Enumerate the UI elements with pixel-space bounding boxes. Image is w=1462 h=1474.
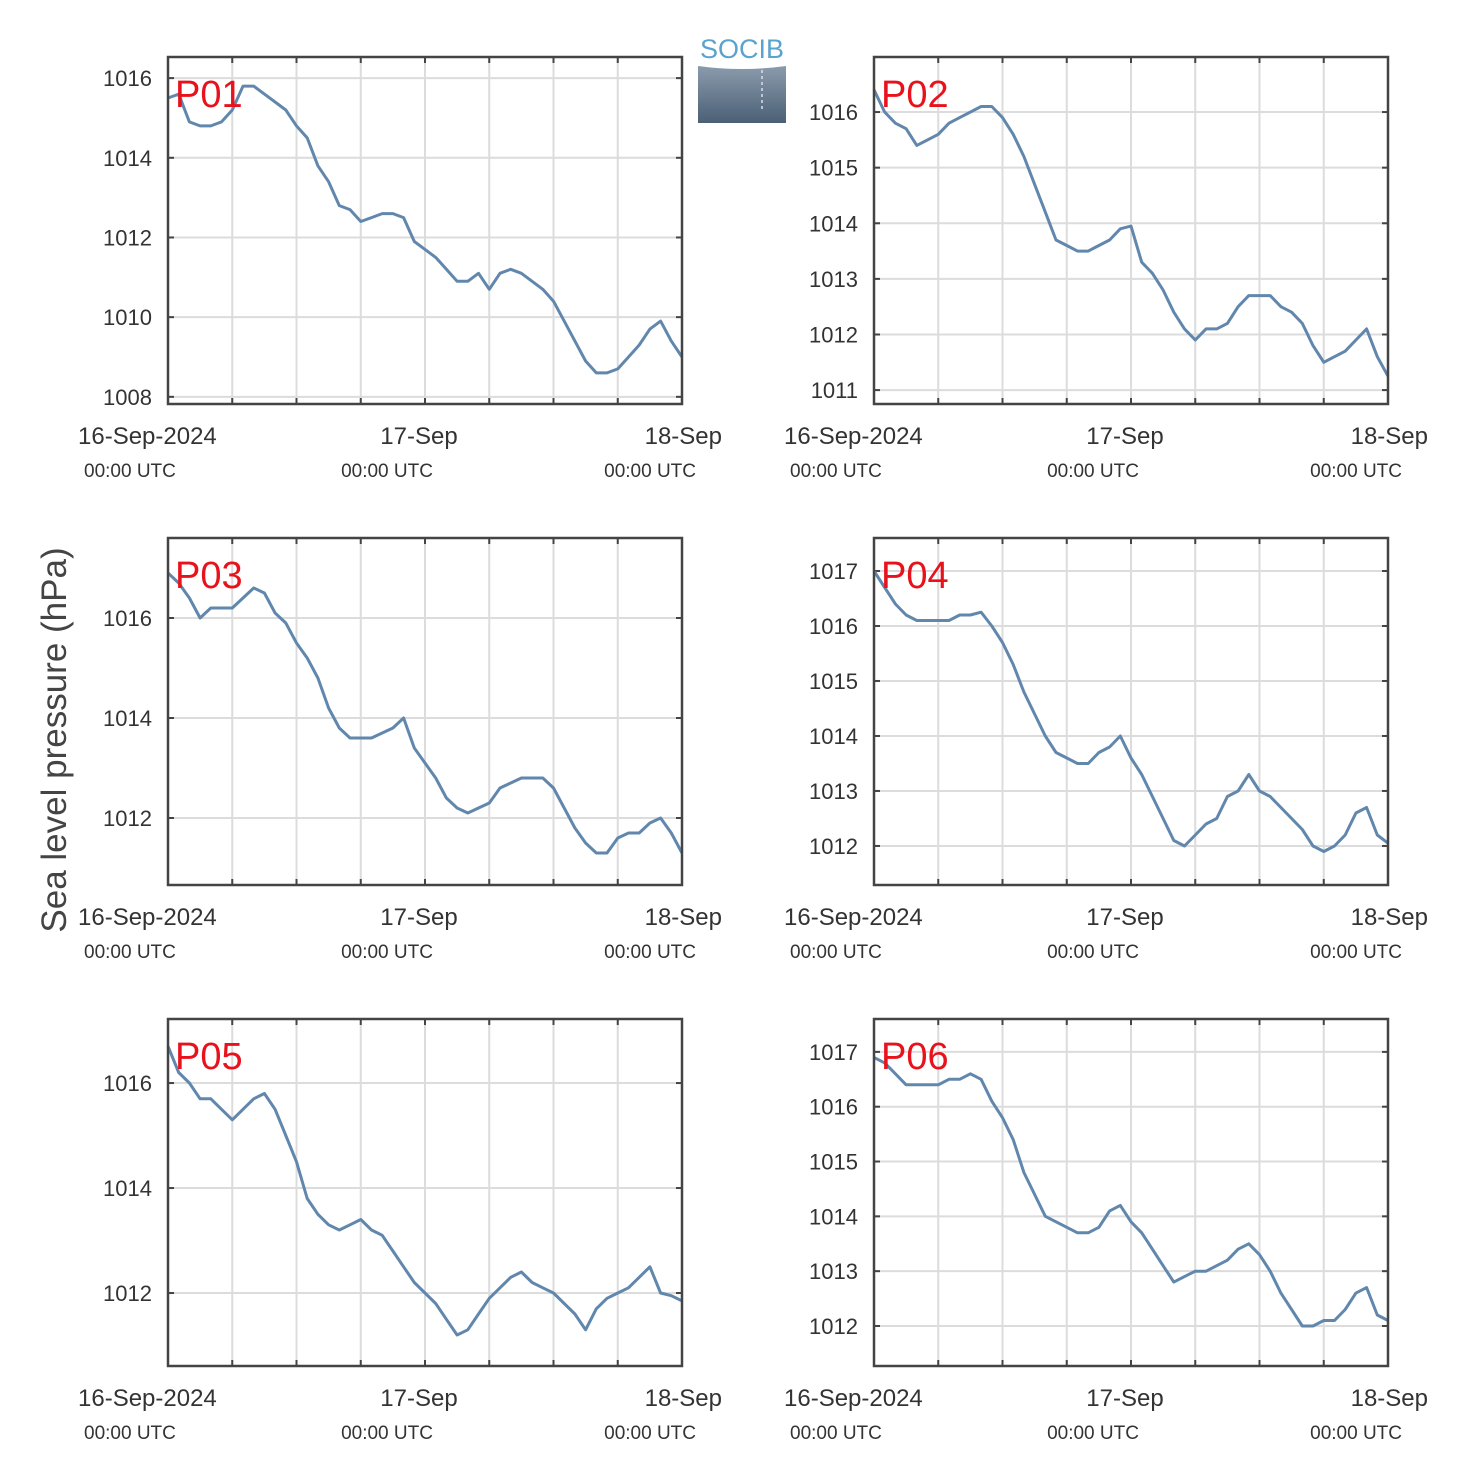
x-tick-sublabel: 00:00 UTC <box>604 942 696 963</box>
data-line <box>166 571 684 855</box>
x-tick-label: 18-Sep <box>1351 423 1428 450</box>
x-tick-label: 16-Sep-2024 <box>784 904 923 931</box>
y-tick-label: 1014 <box>809 211 858 236</box>
x-tick-sublabel: 00:00 UTC <box>1047 461 1139 482</box>
x-tick-label: 18-Sep <box>645 423 722 450</box>
panel: 16-Sep-2024 00:00 UTC 17-Sep 00:00 UTC 18-Se… <box>78 55 722 482</box>
y-tick-label: 1016 <box>103 66 152 91</box>
x-tick-label: 16-Sep-2024 <box>78 904 217 931</box>
y-tick-label: 1016 <box>103 606 152 631</box>
x-tick-sublabel: 00:00 UTC <box>341 1423 433 1444</box>
x-tick-sublabel: 00:00 UTC <box>1047 942 1139 963</box>
panel-title: P03 <box>175 555 243 597</box>
y-tick-label: 1016 <box>809 100 858 125</box>
y-tick-label: 1012 <box>103 225 152 250</box>
y-tick-label: 1008 <box>103 385 152 410</box>
panel-title: P01 <box>175 74 243 116</box>
x-tick-sublabel: 00:00 UTC <box>341 942 433 963</box>
y-tick-label: 1013 <box>809 1259 858 1284</box>
plot-frame <box>166 1017 684 1368</box>
x-tick-label: 18-Sep <box>645 904 722 931</box>
y-tick-label: 1014 <box>103 146 152 171</box>
y-tick-label: 1013 <box>809 779 858 804</box>
y-tick-label: 1017 <box>809 1040 858 1065</box>
x-tick-sublabel: 00:00 UTC <box>1310 461 1402 482</box>
panel-title: P04 <box>881 555 949 597</box>
y-tick-label: 1014 <box>809 1204 858 1229</box>
x-tick-sublabel: 00:00 UTC <box>1047 1423 1139 1444</box>
y-tick-label: 1012 <box>103 806 152 831</box>
plot-frame <box>872 55 1390 406</box>
y-tick-label: 1014 <box>103 1176 152 1201</box>
plot-frame <box>166 55 684 406</box>
logo-shape <box>698 66 786 123</box>
y-tick-label: 1012 <box>809 322 858 347</box>
y-tick-label: 1016 <box>809 1095 858 1120</box>
y-tick-label: 1015 <box>809 156 858 181</box>
data-line <box>166 1045 683 1337</box>
x-tick-sublabel: 00:00 UTC <box>790 1423 882 1444</box>
x-tick-label: 18-Sep <box>1351 1385 1428 1412</box>
x-tick-sublabel: 00:00 UTC <box>790 461 882 482</box>
panel: 16-Sep-2024 00:00 UTC 17-Sep 00:00 UTC 18-Se… <box>784 1017 1428 1444</box>
y-tick-label: 1012 <box>809 834 858 859</box>
y-tick-label: 1015 <box>809 669 858 694</box>
x-tick-sublabel: 00:00 UTC <box>1310 1423 1402 1444</box>
y-tick-label: 1016 <box>103 1071 152 1096</box>
y-tick-label: 1015 <box>809 1150 858 1175</box>
x-tick-label: 17-Sep <box>1086 1385 1163 1412</box>
y-tick-label: 1012 <box>809 1314 858 1339</box>
y-tick-label: 1011 <box>811 378 858 403</box>
y-tick-label: 1014 <box>103 706 152 731</box>
x-tick-label: 16-Sep-2024 <box>78 1385 217 1412</box>
x-tick-sublabel: 00:00 UTC <box>341 461 433 482</box>
x-tick-label: 16-Sep-2024 <box>78 423 217 450</box>
x-tick-sublabel: 00:00 UTC <box>790 942 882 963</box>
x-tick-label: 17-Sep <box>380 423 457 450</box>
x-tick-label: 18-Sep <box>645 1385 722 1412</box>
panel-title: P06 <box>881 1036 949 1078</box>
y-tick-label: 1013 <box>809 267 858 292</box>
panel: 16-Sep-2024 00:00 UTC 17-Sep 00:00 UTC 18-Se… <box>784 536 1428 963</box>
x-tick-sublabel: 00:00 UTC <box>84 1423 176 1444</box>
x-tick-sublabel: 00:00 UTC <box>604 461 696 482</box>
x-tick-sublabel: 00:00 UTC <box>604 1423 696 1444</box>
plot-frame <box>872 536 1390 887</box>
x-tick-label: 18-Sep <box>1351 904 1428 931</box>
y-tick-label: 1017 <box>809 559 858 584</box>
x-tick-label: 17-Sep <box>1086 904 1163 931</box>
panel: 16-Sep-2024 00:00 UTC 17-Sep 00:00 UTC 18-Se… <box>78 536 722 963</box>
y-tick-label: 1016 <box>809 614 858 639</box>
x-tick-label: 17-Sep <box>1086 423 1163 450</box>
data-line <box>872 570 1389 853</box>
panel: 16-Sep-2024 00:00 UTC 17-Sep 00:00 UTC 18-Se… <box>78 1017 722 1444</box>
x-tick-label: 17-Sep <box>380 1385 457 1412</box>
panel: 16-Sep-2024 00:00 UTC 17-Sep 00:00 UTC 18-Se… <box>784 55 1428 482</box>
plot-frame <box>872 1017 1390 1368</box>
y-tick-label: 1010 <box>103 305 152 330</box>
x-tick-label: 16-Sep-2024 <box>784 423 923 450</box>
y-axis-label: Sea level pressure (hPa) <box>35 547 74 932</box>
panel-title: P05 <box>175 1036 243 1078</box>
logo-text: SOCIB <box>700 34 784 64</box>
logo: SOCIB <box>698 34 786 123</box>
plot-frame <box>166 536 684 887</box>
x-tick-label: 17-Sep <box>380 904 457 931</box>
x-tick-sublabel: 00:00 UTC <box>1310 942 1402 963</box>
y-tick-label: 1014 <box>809 724 858 749</box>
x-tick-sublabel: 00:00 UTC <box>84 942 176 963</box>
data-line <box>167 84 684 375</box>
data-line <box>873 1056 1389 1328</box>
x-tick-label: 16-Sep-2024 <box>784 1385 923 1412</box>
panel-title: P02 <box>881 74 949 116</box>
data-line <box>872 89 1390 377</box>
y-tick-label: 1012 <box>103 1281 152 1306</box>
x-tick-sublabel: 00:00 UTC <box>84 461 176 482</box>
